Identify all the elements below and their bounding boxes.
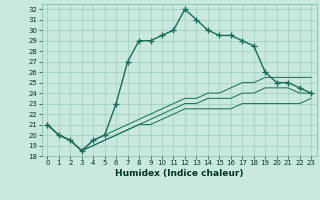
X-axis label: Humidex (Indice chaleur): Humidex (Indice chaleur) <box>115 169 244 178</box>
